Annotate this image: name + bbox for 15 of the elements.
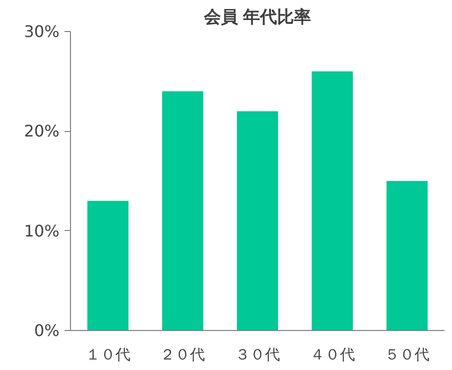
- bar: [312, 71, 353, 330]
- x-tick-label: ４０代: [310, 346, 355, 364]
- y-tick-label: 10%: [24, 221, 60, 240]
- x-tick-label: ２０代: [160, 346, 206, 364]
- bar: [386, 181, 428, 330]
- y-tick-label: 0%: [34, 321, 60, 340]
- bar: [87, 200, 128, 330]
- y-tick-label: 20%: [24, 122, 60, 141]
- bar: [236, 111, 278, 330]
- chart-title: 会員 年代比率: [203, 8, 311, 26]
- x-tick-label: １０代: [85, 346, 130, 364]
- bar: [162, 91, 204, 330]
- x-tick-label: ３０代: [235, 346, 280, 364]
- y-tick-label: 30%: [24, 22, 60, 41]
- x-tick-label: ５０代: [384, 346, 430, 364]
